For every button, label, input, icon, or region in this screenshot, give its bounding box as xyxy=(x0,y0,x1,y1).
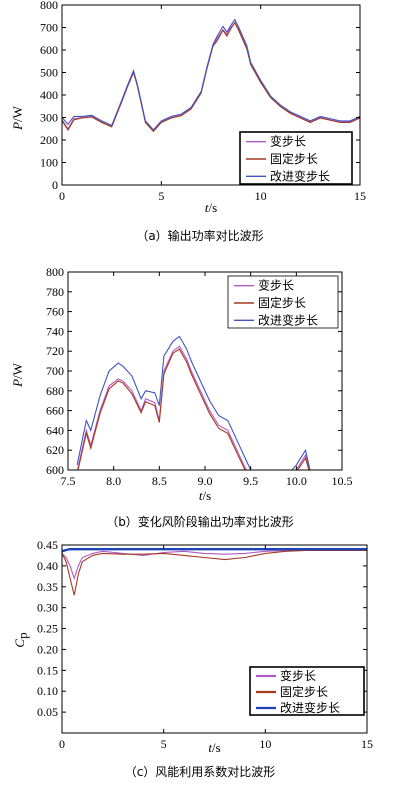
chart3-ytick-label: 0.10 xyxy=(37,684,58,698)
chart3-caption: （c）风能利用系数对比波形 xyxy=(125,764,276,779)
chart1-legend-label-1: 变步长 xyxy=(270,134,306,149)
chart2-ytick-label: 660 xyxy=(46,404,64,418)
chart1-ytick-label: 600 xyxy=(40,43,58,57)
chart3-series-3-line xyxy=(62,548,367,553)
chart1-series-2-line xyxy=(62,21,360,133)
chart1-ytick-label: 200 xyxy=(40,133,58,147)
chart3-series-1-line xyxy=(62,549,367,581)
chart3-xtick-label: 5 xyxy=(161,737,167,751)
chart2-caption: （b）变化风阶段输出功率对比波形 xyxy=(106,514,294,529)
chart1-legend-box xyxy=(239,131,353,185)
chart2-ytick-label: 720 xyxy=(46,344,64,358)
chart1-ytick-label: 300 xyxy=(40,111,58,125)
chart2-xlabel: t/s xyxy=(199,488,211,503)
chart2-group: 7.5 8.0 8.5 9.0 9.5 10.0 10.5 600 620 640 660 680 70… xyxy=(10,265,353,529)
chart2-series-1-line xyxy=(76,345,311,470)
chart2-legend-label-3: 改进变步长 xyxy=(258,312,318,327)
chart2-xtick-label: 9.5 xyxy=(243,474,258,488)
chart1-ylabel: P/W xyxy=(10,105,25,131)
chart2-ylabel: P/W xyxy=(10,362,25,388)
chart1-legend-label-2: 固定步长 xyxy=(270,151,318,166)
chart1-ytick-label: 500 xyxy=(40,66,58,80)
chart2-ytick-label: 740 xyxy=(46,324,64,338)
chart3-ytick-label: 0.45 xyxy=(37,538,58,552)
chart3-ytick-label: 0.15 xyxy=(37,663,58,677)
chart3-ytick-label: 0.35 xyxy=(37,580,58,594)
chart2-ytick-label: 760 xyxy=(46,305,64,319)
chart3-legend-label-2: 固定步长 xyxy=(280,684,328,699)
chart3-ytick-label: 0.25 xyxy=(37,622,58,636)
chart1-ytick-label: 0 xyxy=(52,178,58,192)
chart2-ytick-label: 800 xyxy=(46,265,64,279)
chart1-group: 0 5 10 15 0 100 200 300 400 500 600 700 800 t/s P/W 变步长… xyxy=(10,0,366,243)
chart1-xtick-label: 10 xyxy=(255,189,267,203)
chart2-ytick-label: 620 xyxy=(46,443,64,457)
chart3-ytick-label: 0.40 xyxy=(37,559,58,573)
chart1-xtick-label: 5 xyxy=(158,189,164,203)
chart1-xtick-label: 0 xyxy=(59,189,65,203)
chart1-xlabel: t/s xyxy=(205,200,217,215)
chart2-series-2-line xyxy=(77,348,310,470)
chart2-legend-label-2: 固定步长 xyxy=(258,295,306,310)
chart3-xtick-label: 10 xyxy=(259,737,271,751)
chart3-group: 0 5 10 15 0.05 0.10 0.15 0.20 0.25 0.30 0.35 0.40 0.… xyxy=(12,538,373,779)
chart2-legend-label-1: 变步长 xyxy=(258,278,294,293)
chart2-ytick-label: 640 xyxy=(46,423,64,437)
chart2-xtick-label: 10.0 xyxy=(286,474,307,488)
chart3-xlabel: t/s xyxy=(208,740,220,755)
chart2-xtick-label: 9.0 xyxy=(198,474,213,488)
chart1-caption: （a）输出功率对比波形 xyxy=(136,228,263,243)
chart1-ytick-label: 100 xyxy=(40,156,58,170)
chart3-plot-frame xyxy=(61,544,368,734)
chart2-ytick-label: 700 xyxy=(46,364,64,378)
chart3-ylabel: Cp xyxy=(12,632,30,647)
chart3-ytick-label: 0.20 xyxy=(37,642,58,656)
chart3-xtick-label: 0 xyxy=(59,737,65,751)
chart3-ytick-label: 0.30 xyxy=(37,601,58,615)
chart1-ytick-label: 700 xyxy=(40,21,58,35)
chart2-ytick-label: 780 xyxy=(46,285,64,299)
chart2-ytick-label: 680 xyxy=(46,384,64,398)
chart1-series-1-line xyxy=(62,22,360,132)
chart3-legend-label-1: 变步长 xyxy=(280,668,316,683)
chart2-xtick-label: 7.5 xyxy=(61,474,76,488)
chart3-xtick-label: 15 xyxy=(361,737,373,751)
chart2-series-3-line xyxy=(76,335,311,470)
chart2-xtick-label: 8.5 xyxy=(152,474,167,488)
chart3-legend-label-3: 改进变步长 xyxy=(280,700,340,715)
chart3-series-2-line xyxy=(62,549,367,596)
chart2-xtick-label: 10.5 xyxy=(332,474,353,488)
chart1-ytick-label: 800 xyxy=(40,0,58,12)
chart1-xtick-label: 15 xyxy=(354,189,366,203)
chart1-series-3-line xyxy=(62,18,360,131)
chart1-ytick-label: 400 xyxy=(40,88,58,102)
chart1-legend-label-3: 改进变步长 xyxy=(270,168,330,183)
chart3-ytick-label: 0.05 xyxy=(37,705,58,719)
chart2-legend-box xyxy=(227,275,339,329)
chart2-ytick-label: 600 xyxy=(46,463,64,477)
chart2-xtick-label: 8.0 xyxy=(106,474,121,488)
